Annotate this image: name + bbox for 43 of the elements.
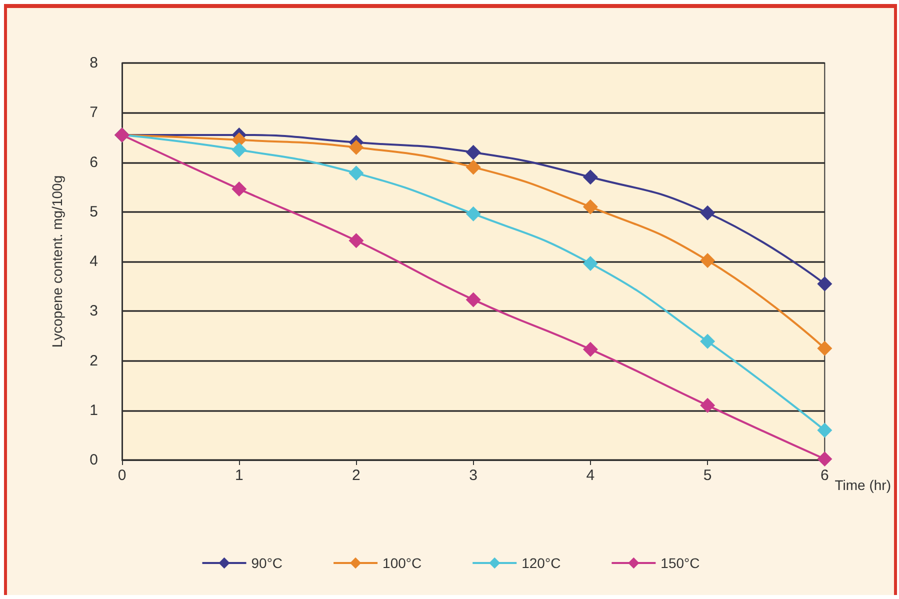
point <box>582 170 598 185</box>
x-tick-label: 0 <box>118 467 126 484</box>
point <box>817 452 832 467</box>
x-tick-label: 3 <box>469 467 478 484</box>
point <box>582 199 598 214</box>
x-tick-label: 5 <box>703 467 712 484</box>
y-tick-label: 1 <box>90 402 98 419</box>
point <box>466 206 481 222</box>
legend-label: 120°C <box>522 555 561 571</box>
x-tick-label: 1 <box>234 467 244 484</box>
y-tick-label: 8 <box>90 54 98 72</box>
x-tick-label: 6 <box>820 467 829 484</box>
point <box>700 398 716 413</box>
point <box>582 256 598 271</box>
point <box>700 253 716 268</box>
point <box>582 342 598 357</box>
x-tick-label: 2 <box>352 467 360 484</box>
point <box>466 144 481 160</box>
x-tick-label: 4 <box>586 467 595 484</box>
point <box>232 182 247 197</box>
y-axis-title: Lycopene content. mg/100g <box>49 175 65 348</box>
legend-label: 100°C <box>382 555 422 571</box>
y-tick-label: 5 <box>90 203 98 220</box>
x-axis-title: Time (hr) <box>834 477 891 493</box>
point <box>466 292 481 308</box>
point <box>817 276 832 292</box>
point <box>232 142 247 158</box>
y-tick-label: 7 <box>90 104 98 122</box>
point <box>348 166 364 181</box>
y-tick-label: 2 <box>90 352 98 370</box>
legend-label: 150°C <box>660 555 700 571</box>
point <box>700 205 716 220</box>
point <box>348 233 364 248</box>
y-tick-label: 4 <box>90 253 98 270</box>
point <box>348 140 364 155</box>
y-tick-label: 6 <box>90 154 98 171</box>
point <box>817 422 832 438</box>
y-tick-label: 3 <box>90 302 98 320</box>
point <box>700 334 716 349</box>
y-tick-label: 0 <box>90 452 98 468</box>
point <box>466 160 481 175</box>
legend-label: 90°C <box>251 555 283 571</box>
point <box>817 340 832 356</box>
